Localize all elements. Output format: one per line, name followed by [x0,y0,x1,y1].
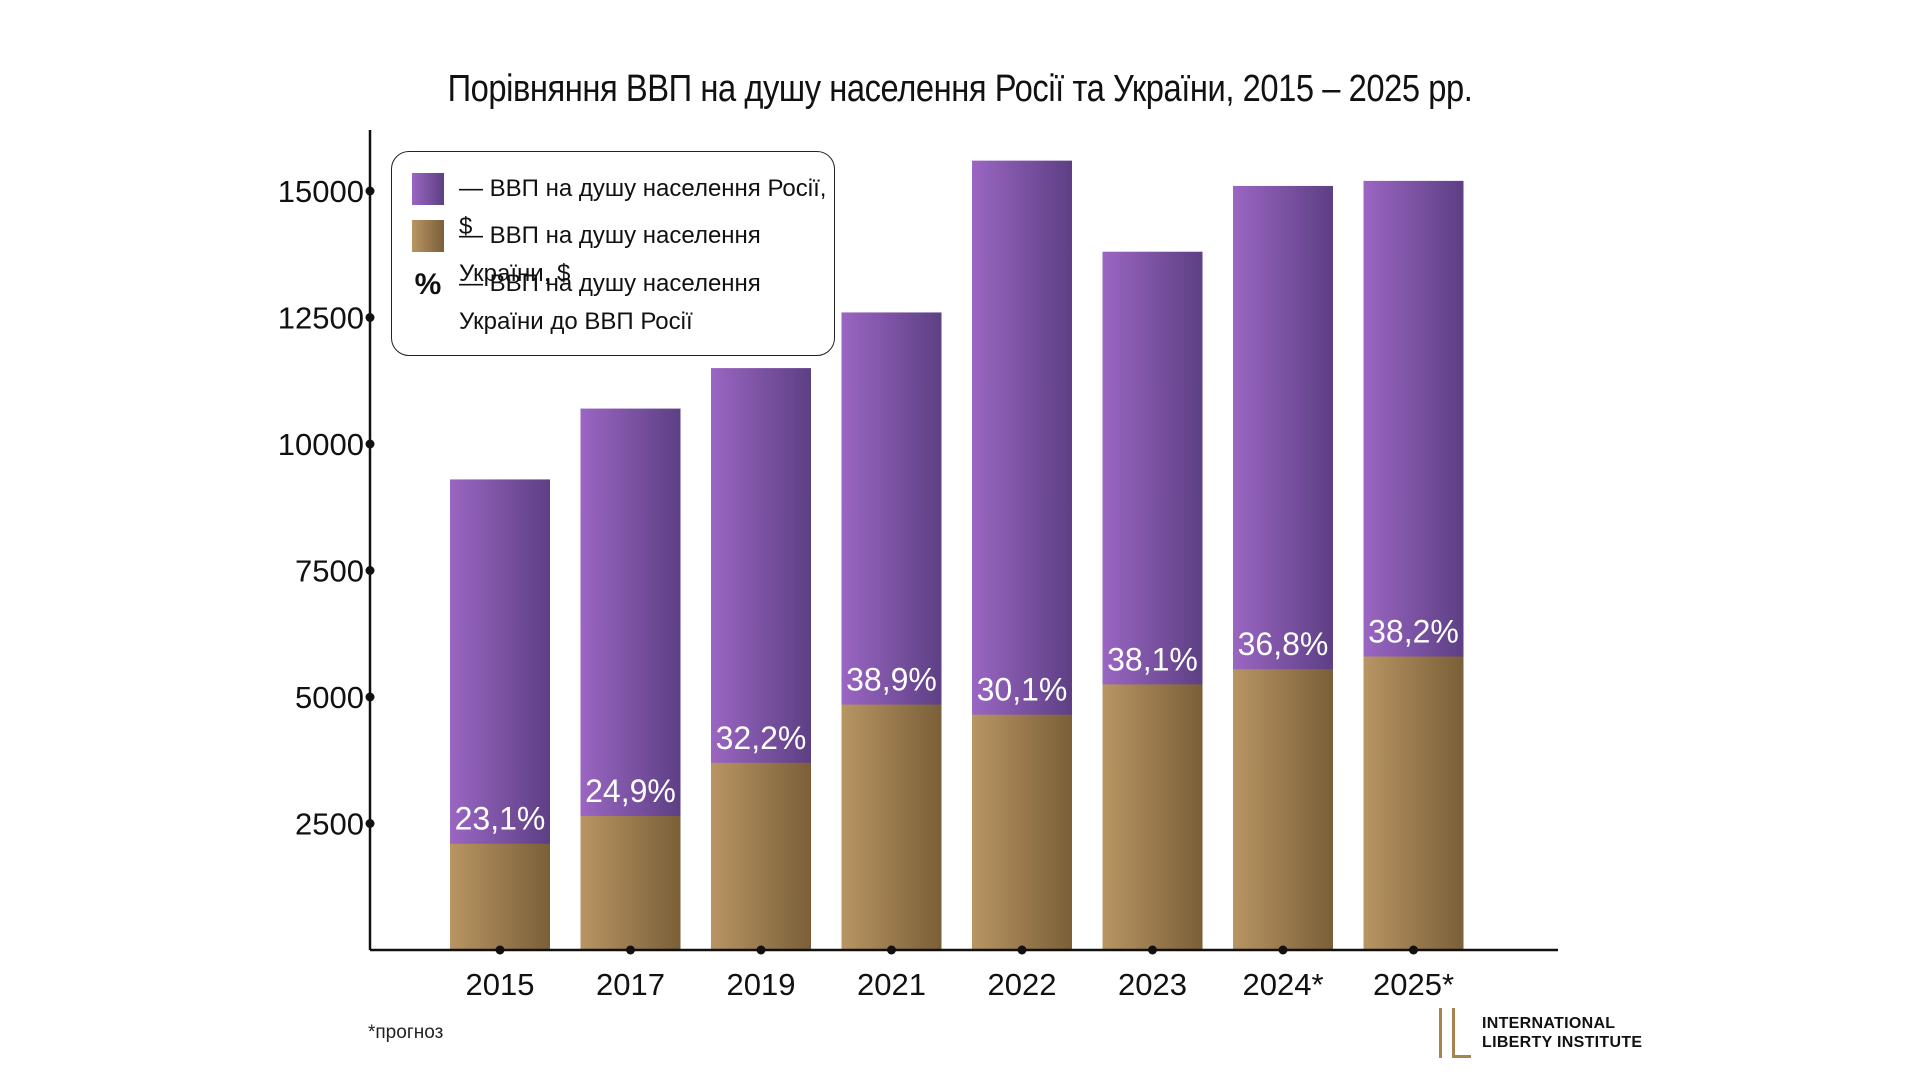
ratio-label-4: 30,1% [977,672,1068,708]
legend-item-ukraine: — ВВП на душу населення України, $ [412,220,834,293]
y-tick-mark-3 [365,439,375,449]
x-tick-mark-4 [1017,945,1027,955]
legend-label-ratio: — ВВП на душу населення України до ВВП Р… [459,270,761,335]
chart-title: Порівняння ВВП на душу населення Росії т… [447,68,1473,110]
bar-ukraine-6 [1233,669,1333,950]
institute-logo-mark [1439,1008,1471,1058]
x-tick-mark-1 [626,945,635,955]
bar-ukraine-5 [1102,684,1203,950]
y-tick-label-2: 7500 [295,554,364,589]
bar-ukraine-4 [972,714,1072,950]
institute-logo-text: International Liberty Institute [1482,1014,1642,1052]
x-tick-label-6: 2024* [1242,967,1323,1002]
y-tick-label-0: 2500 [295,807,364,842]
x-tick-mark-0 [495,945,505,955]
x-tick-label-4: 2022 [988,967,1057,1002]
bar-ukraine-7 [1363,656,1464,950]
legend-swatch-russia [412,173,444,205]
bar-ukraine-0 [450,843,550,950]
x-tick-mark-3 [887,945,896,955]
bar-ukraine-3 [841,704,942,950]
legend-label-ukraine: — ВВП на душу населення України, $ [459,222,761,287]
bar-ukraine-2 [711,762,811,950]
ratio-label-1: 24,9% [585,773,676,809]
x-tick-mark-5 [1148,945,1157,955]
y-tick-mark-4 [365,313,375,322]
x-tick-label-5: 2023 [1118,967,1187,1002]
footnote: *прогноз [368,1022,444,1043]
chart-legend: — ВВП на душу населення Росії, $ — ВВП н… [391,151,835,356]
y-tick-label-3: 10000 [278,427,364,462]
x-tick-mark-2 [756,945,766,955]
logo-line-2: Liberty Institute [1482,1034,1643,1051]
y-tick-label-4: 12500 [278,301,364,336]
legend-item-ratio: % — ВВП на душу населення України до ВВП… [412,268,809,341]
x-tick-label-2: 2019 [727,967,796,1002]
ratio-label-0: 23,1% [455,801,546,837]
legend-swatch-ukraine [412,220,444,252]
y-tick-mark-0 [365,819,375,828]
y-tick-label-5: 15000 [278,174,364,209]
x-tick-mark-7 [1409,945,1418,955]
y-tick-label-1: 5000 [295,680,364,715]
ratio-label-2: 32,2% [716,720,807,756]
legend-item-russia: — ВВП на душу населення Росії, $ [412,173,834,246]
ratio-label-5: 38,1% [1107,641,1198,677]
institute-logo: International Liberty Institute [1438,1008,1642,1058]
ratio-label-6: 36,8% [1238,626,1329,662]
bar-ukraine-1 [580,815,681,950]
legend-label-russia: — ВВП на душу населення Росії, $ [459,175,827,240]
ratio-label-3: 38,9% [846,662,937,698]
y-tick-mark-1 [365,692,375,702]
y-tick-mark-2 [365,566,375,575]
x-tick-label-7: 2025* [1373,967,1454,1002]
x-tick-mark-6 [1278,945,1288,955]
legend-percent-symbol: % [414,268,442,301]
x-tick-label-0: 2015 [466,967,535,1002]
x-tick-label-3: 2021 [857,967,926,1002]
y-tick-mark-5 [365,186,375,196]
logo-line-1: International [1482,1015,1616,1032]
x-tick-label-1: 2017 [596,967,665,1002]
ratio-label-7: 38,2% [1368,614,1459,650]
